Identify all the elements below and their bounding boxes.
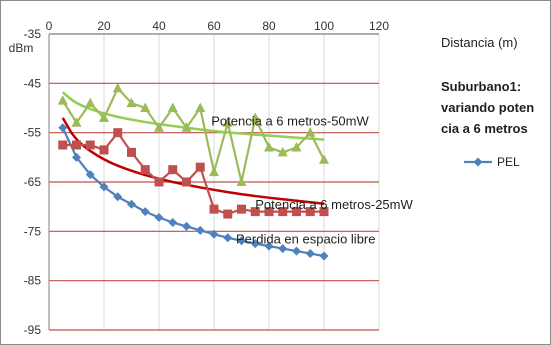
x-tick-label: 60 [207, 19, 221, 33]
x-tick-label: 0 [46, 19, 53, 33]
data-point-0 [140, 207, 150, 217]
chart-title-line: variando poten [441, 100, 534, 115]
data-point-2 [126, 97, 137, 108]
series-group [57, 82, 329, 261]
data-point-0 [195, 225, 205, 235]
y-tick-label: -45 [24, 76, 42, 90]
legend-swatch-marker [473, 157, 483, 167]
x-tick-label: 80 [262, 19, 276, 33]
data-point-0 [237, 236, 246, 246]
data-point-1 [319, 207, 329, 217]
data-point-0 [250, 239, 260, 249]
data-point-1 [58, 140, 68, 150]
series-line-2 [61, 86, 325, 183]
chart-title-line: cia a 6 metros [441, 121, 528, 136]
data-point-1 [182, 177, 191, 187]
data-point-2 [319, 154, 329, 164]
x-tick-label: 100 [314, 19, 334, 33]
data-point-0 [264, 241, 274, 251]
data-point-0 [319, 251, 329, 261]
data-point-1 [154, 177, 164, 187]
data-point-0 [58, 123, 68, 133]
data-point-1 [127, 147, 136, 157]
data-point-1 [85, 140, 95, 150]
annotation-label: Potencia a 6 metros-50mW [211, 113, 369, 128]
annotation-label: Perdida en espacio libre [236, 232, 375, 247]
data-point-2 [99, 112, 109, 122]
legend-label: PEL [497, 155, 520, 169]
data-point-2 [85, 97, 96, 108]
annotations: Potencia a 6 metros-50mW Potencia a 6 met… [211, 113, 413, 246]
data-point-0 [127, 199, 136, 209]
data-point-1 [195, 162, 205, 172]
data-point-0 [182, 221, 191, 231]
data-point-2 [195, 102, 206, 112]
data-point-2 [264, 141, 274, 152]
data-point-0 [85, 170, 95, 180]
data-point-2 [167, 102, 178, 112]
data-point-2 [222, 117, 233, 127]
data-point-0 [223, 233, 233, 243]
annotation-label: Potencia a 6 metros-25mW [255, 197, 413, 212]
data-point-2 [291, 141, 302, 152]
data-point-1 [237, 204, 246, 214]
data-point-2 [305, 127, 316, 137]
data-point-0 [305, 249, 315, 259]
data-point-0 [209, 229, 219, 239]
y-tick-label: -35 [24, 27, 42, 41]
data-point-2 [181, 122, 192, 132]
data-point-2 [71, 117, 82, 127]
x-axis-label: Distancia (m) [441, 35, 518, 50]
data-point-0 [99, 182, 109, 192]
y-tick-label: -95 [24, 323, 42, 337]
data-point-2 [154, 122, 164, 132]
data-point-2 [112, 82, 123, 93]
y-tick-label: -75 [24, 224, 42, 238]
data-point-1 [223, 209, 233, 219]
data-point-1 [292, 207, 301, 217]
data-point-1 [113, 128, 123, 138]
data-point-0 [292, 246, 301, 256]
y-axis-label: dBm [9, 41, 34, 55]
side-panel: Distancia (m) Suburbano1: variando poten ci… [441, 35, 534, 169]
x-tick-label: 40 [152, 19, 166, 33]
data-point-0 [72, 152, 81, 162]
data-point-0 [168, 217, 178, 227]
data-point-2 [250, 112, 261, 122]
data-point-0 [113, 192, 123, 202]
trendline-0 [61, 117, 325, 205]
x-tick-label: 120 [369, 19, 389, 33]
data-point-1 [305, 207, 315, 217]
data-point-2 [140, 102, 151, 112]
y-tick-label: -55 [24, 126, 42, 140]
data-point-1 [278, 207, 288, 217]
data-point-1 [264, 207, 274, 217]
data-point-1 [168, 165, 178, 175]
data-point-2 [277, 146, 288, 157]
data-point-1 [140, 165, 150, 175]
data-point-1 [99, 145, 109, 155]
data-point-1 [72, 140, 81, 150]
data-point-1 [209, 204, 219, 214]
chart-title-line: Suburbano1: [441, 79, 521, 94]
data-point-2 [57, 95, 68, 105]
y-tick-label: -85 [24, 274, 42, 288]
data-point-1 [250, 207, 260, 217]
axes: 0 20 40 60 80 100 120 -35 -45 -55 -65 -75 -85 -95 dBm [9, 19, 390, 337]
data-point-0 [154, 213, 164, 223]
y-tick-label: -65 [24, 175, 42, 189]
data-point-0 [278, 244, 288, 254]
data-point-2 [236, 176, 247, 186]
x-tick-label: 20 [97, 19, 111, 33]
data-point-2 [209, 166, 219, 177]
trendline-1 [61, 91, 325, 141]
grid-lines [49, 33, 380, 331]
